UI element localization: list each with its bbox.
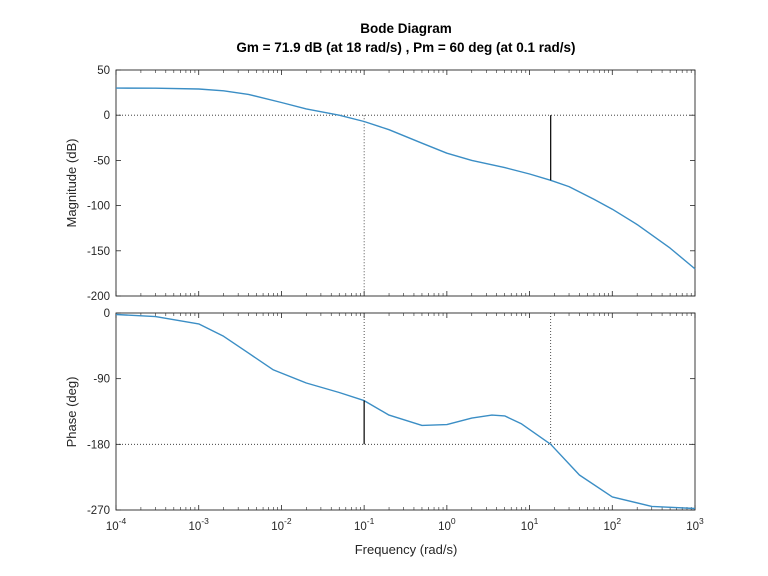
- phase-ytick-label: 0: [104, 308, 110, 320]
- phase-plot-area: [116, 313, 695, 510]
- frequency-axis-label: Frequency (rad/s): [355, 542, 458, 557]
- phase-ytick-label: -180: [87, 439, 110, 451]
- phase-axes-frame: [115, 312, 696, 511]
- phase-ytick-label: -90: [93, 374, 110, 386]
- phase-ytick-label: -270: [87, 505, 110, 517]
- x-tick-label: 10-1: [354, 516, 375, 533]
- magnitude-axes-frame: [115, 69, 696, 297]
- phase-axis-label: Phase (deg): [64, 377, 79, 448]
- x-tick-label: 102: [604, 516, 622, 533]
- x-tick-label: 101: [521, 516, 539, 533]
- magnitude-ytick-label: -200: [87, 291, 110, 303]
- x-tick-label: 10-4: [106, 516, 127, 533]
- magnitude-ytick-label: 50: [97, 65, 110, 77]
- magnitude-curve: [115, 87, 696, 270]
- magnitude-ytick-label: -50: [93, 155, 110, 167]
- magnitude-ytick-label: -100: [87, 201, 110, 213]
- magnitude-ytick-label: 0: [104, 110, 110, 122]
- magnitude-ytick-label: -150: [87, 246, 110, 258]
- chart-title: Bode Diagram: [360, 21, 452, 36]
- magnitude-panel: 50 0 -50 -100 -150 -200: [87, 65, 696, 303]
- x-tick-label: 100: [438, 516, 456, 533]
- x-tick-label: 103: [686, 516, 704, 533]
- chart-subtitle: Gm = 71.9 dB (at 18 rad/s) , Pm = 60 deg…: [236, 40, 575, 55]
- magnitude-axis-label: Magnitude (dB): [64, 139, 79, 228]
- magnitude-plot-area: [116, 70, 695, 296]
- x-tick-label: 10-2: [271, 516, 292, 533]
- x-tick-label: 10-3: [189, 516, 210, 533]
- phase-curve: [115, 313, 696, 510]
